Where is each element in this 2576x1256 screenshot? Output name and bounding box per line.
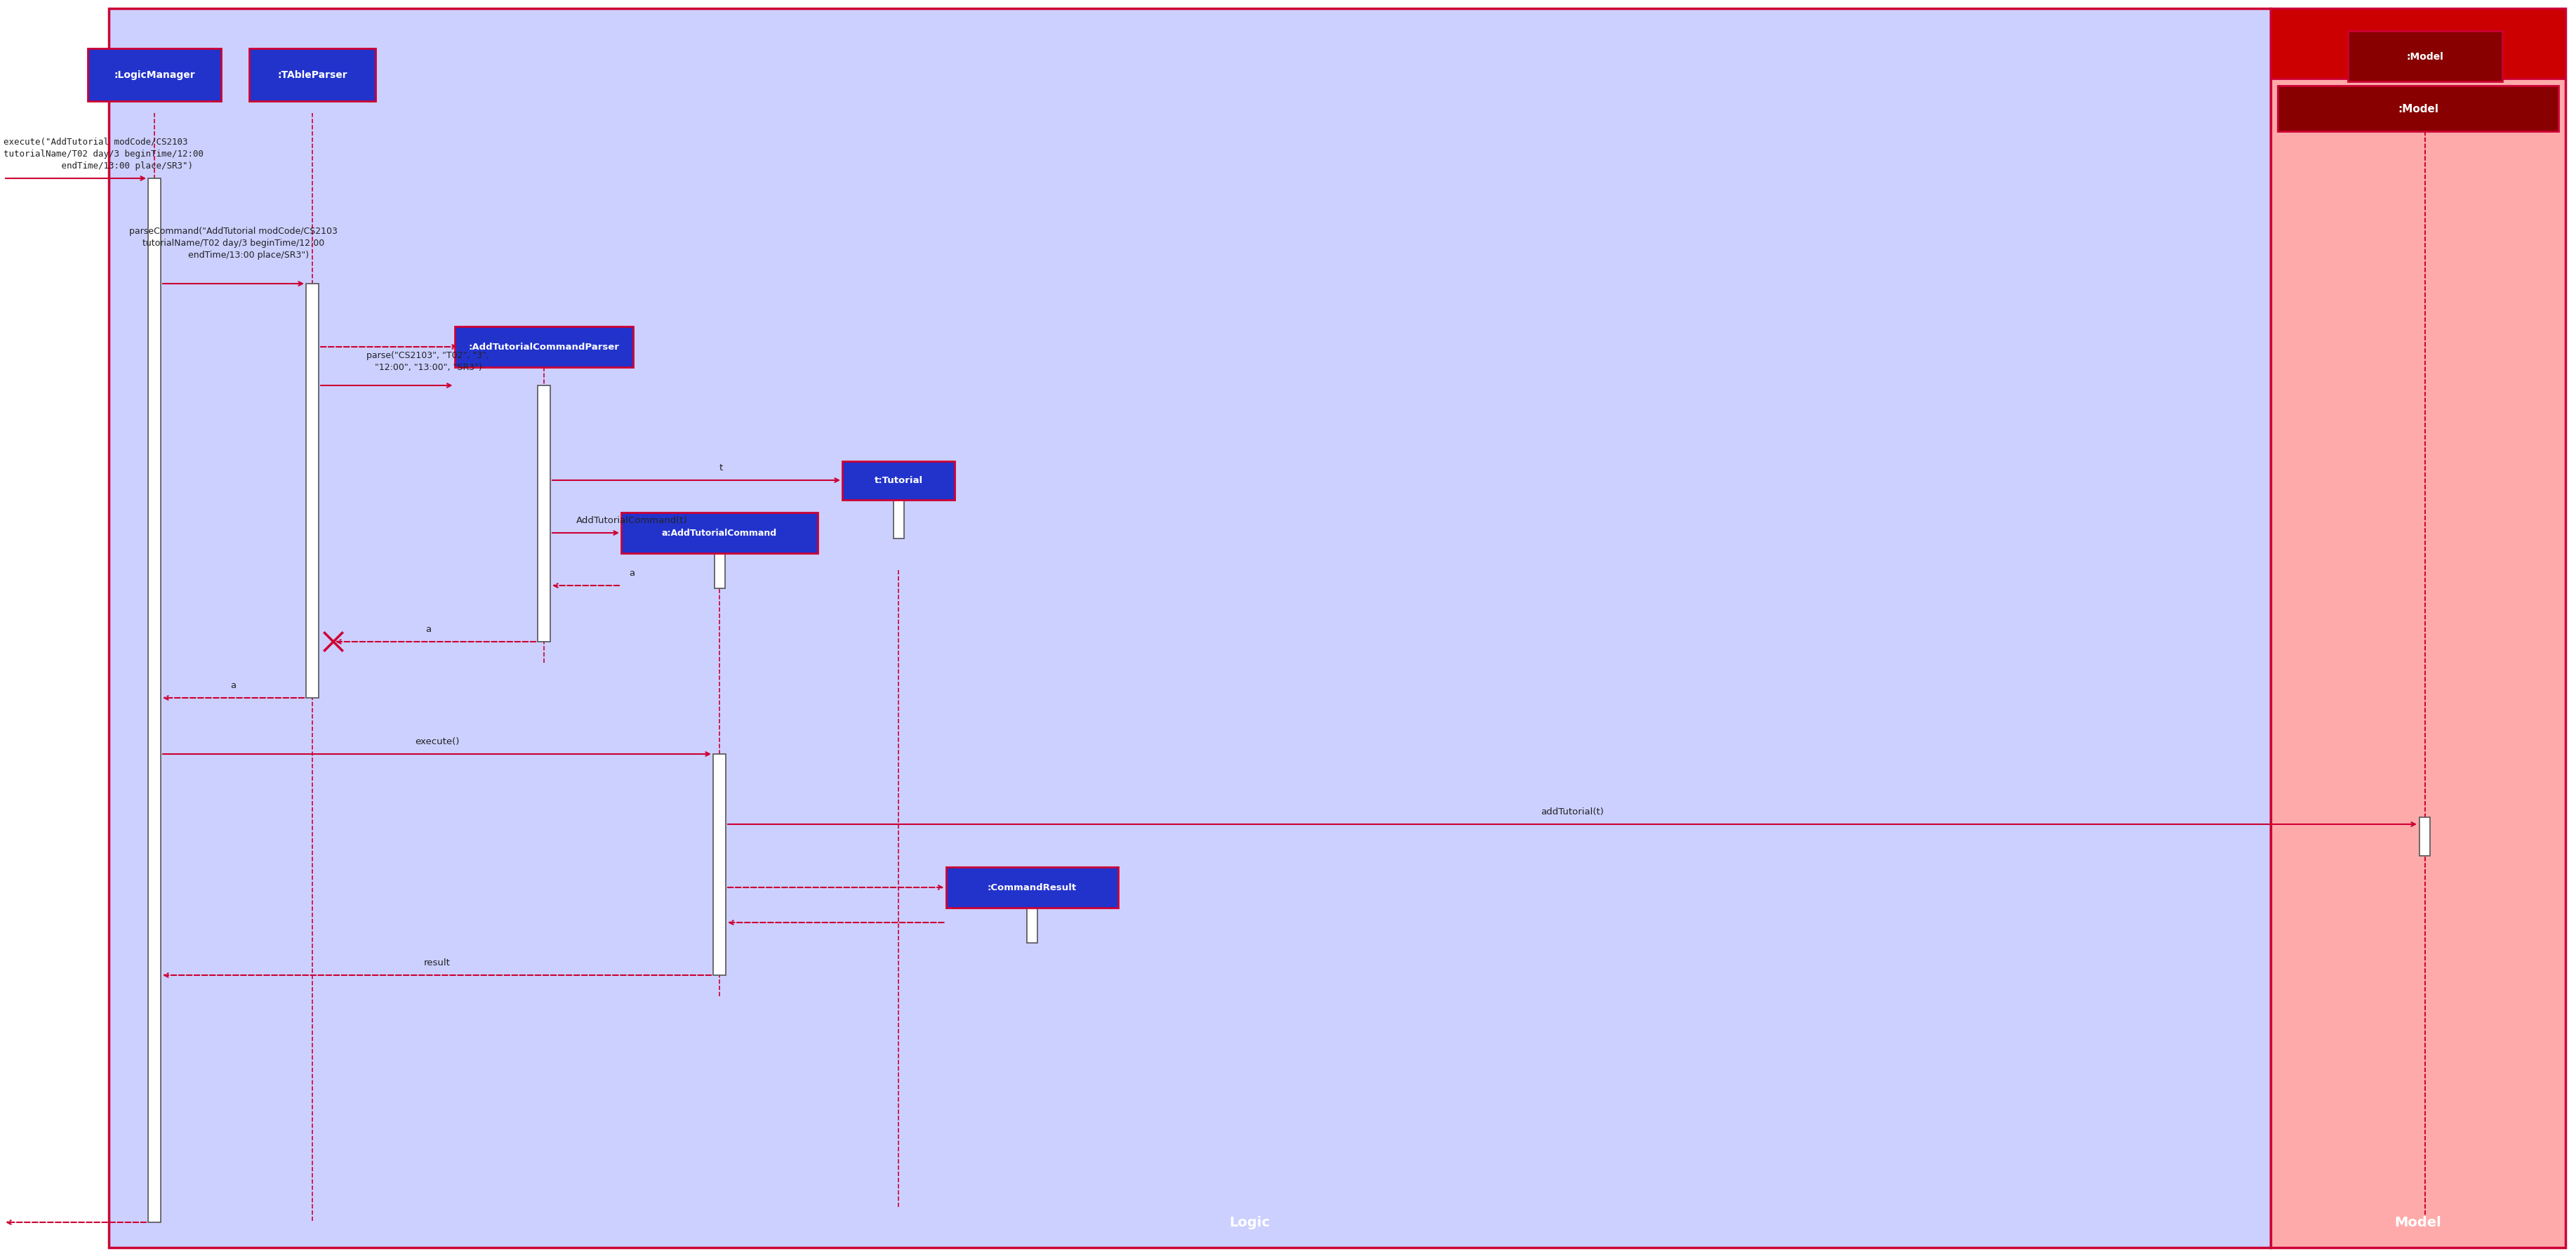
Text: a:AddTutorialCommand: a:AddTutorialCommand	[662, 529, 778, 538]
Text: execute("AddTutorial modCode/CS2103
tutorialName/T02 day/3 beginTime/12:00
     : execute("AddTutorial modCode/CS2103 tuto…	[3, 137, 204, 171]
Text: a: a	[425, 624, 430, 633]
Text: a: a	[629, 569, 634, 578]
FancyBboxPatch shape	[147, 178, 160, 1222]
Text: parseCommand("AddTutorial modCode/CS2103
tutorialName/T02 day/3 beginTime/12:00
: parseCommand("AddTutorial modCode/CS2103…	[129, 226, 337, 260]
FancyBboxPatch shape	[945, 868, 1118, 908]
Text: :Model: :Model	[2398, 104, 2439, 114]
FancyBboxPatch shape	[2419, 818, 2429, 857]
FancyBboxPatch shape	[2269, 9, 2566, 1247]
FancyBboxPatch shape	[2347, 31, 2501, 82]
Text: result: result	[422, 958, 451, 967]
Text: Logic: Logic	[1229, 1216, 1270, 1228]
Text: :TAbleParser: :TAbleParser	[278, 70, 348, 80]
FancyBboxPatch shape	[88, 49, 222, 102]
Text: AddTutorialCommand(t): AddTutorialCommand(t)	[577, 516, 688, 525]
Text: t:Tutorial: t:Tutorial	[873, 476, 922, 485]
FancyBboxPatch shape	[307, 284, 319, 698]
Text: :AddTutorialCommandParser: :AddTutorialCommandParser	[469, 343, 618, 352]
FancyBboxPatch shape	[108, 9, 2269, 1247]
FancyBboxPatch shape	[250, 49, 376, 102]
FancyBboxPatch shape	[621, 512, 817, 554]
Text: addTutorial(t): addTutorial(t)	[1540, 806, 1605, 816]
FancyBboxPatch shape	[714, 554, 724, 589]
FancyBboxPatch shape	[2277, 87, 2558, 132]
FancyBboxPatch shape	[2269, 9, 2566, 79]
FancyBboxPatch shape	[714, 755, 726, 976]
Text: execute(): execute()	[415, 737, 459, 746]
Text: Model: Model	[2396, 1216, 2442, 1228]
Text: t: t	[719, 463, 724, 472]
FancyBboxPatch shape	[1028, 908, 1038, 943]
Text: a: a	[229, 681, 237, 690]
Text: :Model: :Model	[2406, 51, 2445, 62]
FancyBboxPatch shape	[894, 500, 904, 539]
Text: parse("CS2103", "T02", "3",
"12:00", "13:00", "SR3"): parse("CS2103", "T02", "3", "12:00", "13…	[366, 350, 489, 372]
FancyBboxPatch shape	[842, 461, 956, 500]
Text: :CommandResult: :CommandResult	[987, 883, 1077, 892]
Text: :LogicManager: :LogicManager	[113, 70, 196, 80]
FancyBboxPatch shape	[453, 327, 634, 368]
FancyBboxPatch shape	[538, 386, 551, 642]
